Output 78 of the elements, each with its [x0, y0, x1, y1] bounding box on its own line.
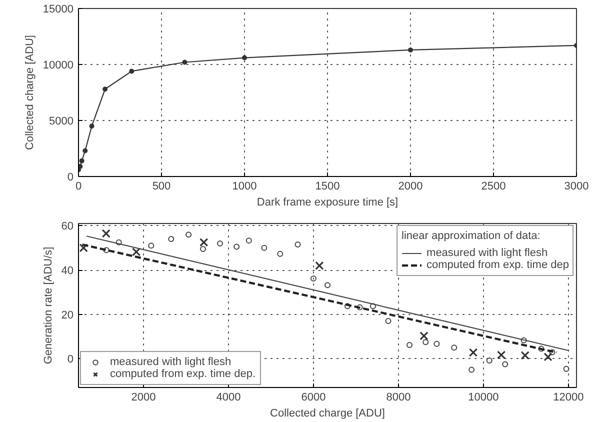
point: [420, 332, 428, 340]
x-tick-label: 8000: [386, 392, 411, 404]
x-tick-label: 1500: [315, 180, 340, 192]
point: [520, 351, 530, 360]
x-axis-title: Collected charge [ADU]: [270, 408, 385, 420]
point: [315, 261, 324, 270]
point: [422, 339, 429, 346]
point: [116, 239, 122, 246]
point: [242, 55, 247, 60]
point: [78, 164, 83, 169]
legend-label: measured with light flesh: [110, 356, 232, 368]
legend-label: measured with light flesh: [426, 247, 548, 259]
point: [468, 366, 475, 373]
point: [82, 148, 88, 154]
point: [406, 342, 413, 348]
x-tick-label: 1000: [232, 180, 257, 192]
x-tick-label: 3000: [564, 180, 589, 192]
y-tick-label: 60: [61, 220, 74, 233]
point: [434, 340, 440, 347]
point: [261, 244, 268, 251]
x-axis-title: Dark frame exposure time [s]: [256, 196, 398, 208]
point: [344, 303, 350, 310]
point: [549, 349, 556, 356]
point: [79, 158, 84, 164]
point: [182, 60, 188, 65]
point: [234, 244, 240, 250]
point: [538, 346, 544, 352]
point: [89, 124, 94, 129]
y-axis-title: Generation rate [ADU/s]: [42, 246, 54, 364]
point: [520, 337, 527, 344]
x-tick-label: 2000: [131, 392, 156, 404]
y-tick-label: 15000: [42, 4, 74, 16]
y-tick-label: 0: [67, 172, 74, 184]
y-tick-label: 40: [61, 265, 74, 278]
y-tick-label: 20: [61, 309, 74, 322]
x-tick-label: 4000: [216, 392, 241, 404]
x-tick-label: 0: [75, 180, 82, 192]
point: [408, 47, 413, 52]
point: [246, 238, 252, 244]
point: [486, 357, 492, 364]
point: [200, 246, 206, 252]
point: [200, 238, 208, 247]
point: [129, 68, 134, 74]
point: [544, 352, 552, 362]
point: [132, 248, 141, 256]
point: [102, 229, 110, 238]
point: [324, 282, 330, 288]
point: [216, 240, 223, 246]
point: [370, 303, 376, 310]
point: [385, 318, 392, 324]
legend-title: linear approximation of data:: [402, 230, 542, 242]
point: [277, 250, 284, 257]
legend-label: computed from exp. time dep.: [110, 368, 256, 380]
point: [451, 344, 458, 351]
x-tick-label: 10000: [468, 392, 499, 404]
y-axis-title: Collected charge [ADU]: [24, 35, 36, 150]
point: [496, 350, 506, 360]
point: [294, 242, 301, 248]
point: [103, 247, 110, 254]
y-tick-label: 10000: [42, 60, 74, 72]
point: [563, 366, 570, 372]
point: [356, 304, 363, 310]
y-tick-label: 5000: [49, 116, 74, 128]
point: [502, 361, 508, 368]
point: [186, 232, 192, 238]
point: [468, 348, 478, 357]
legend-label: computed from exp. time dep: [426, 259, 569, 271]
point: [168, 236, 174, 242]
point: [310, 275, 316, 282]
point: [79, 244, 88, 252]
point: [148, 242, 154, 249]
x-tick-label: 2500: [481, 180, 506, 192]
x-tick-label: 12000: [553, 392, 584, 404]
x-tick-label: 6000: [301, 392, 326, 404]
x-tick-label: 500: [152, 180, 171, 192]
y-tick-label: 0: [67, 354, 74, 366]
point: [102, 86, 108, 92]
x-tick-label: 2000: [398, 180, 423, 192]
